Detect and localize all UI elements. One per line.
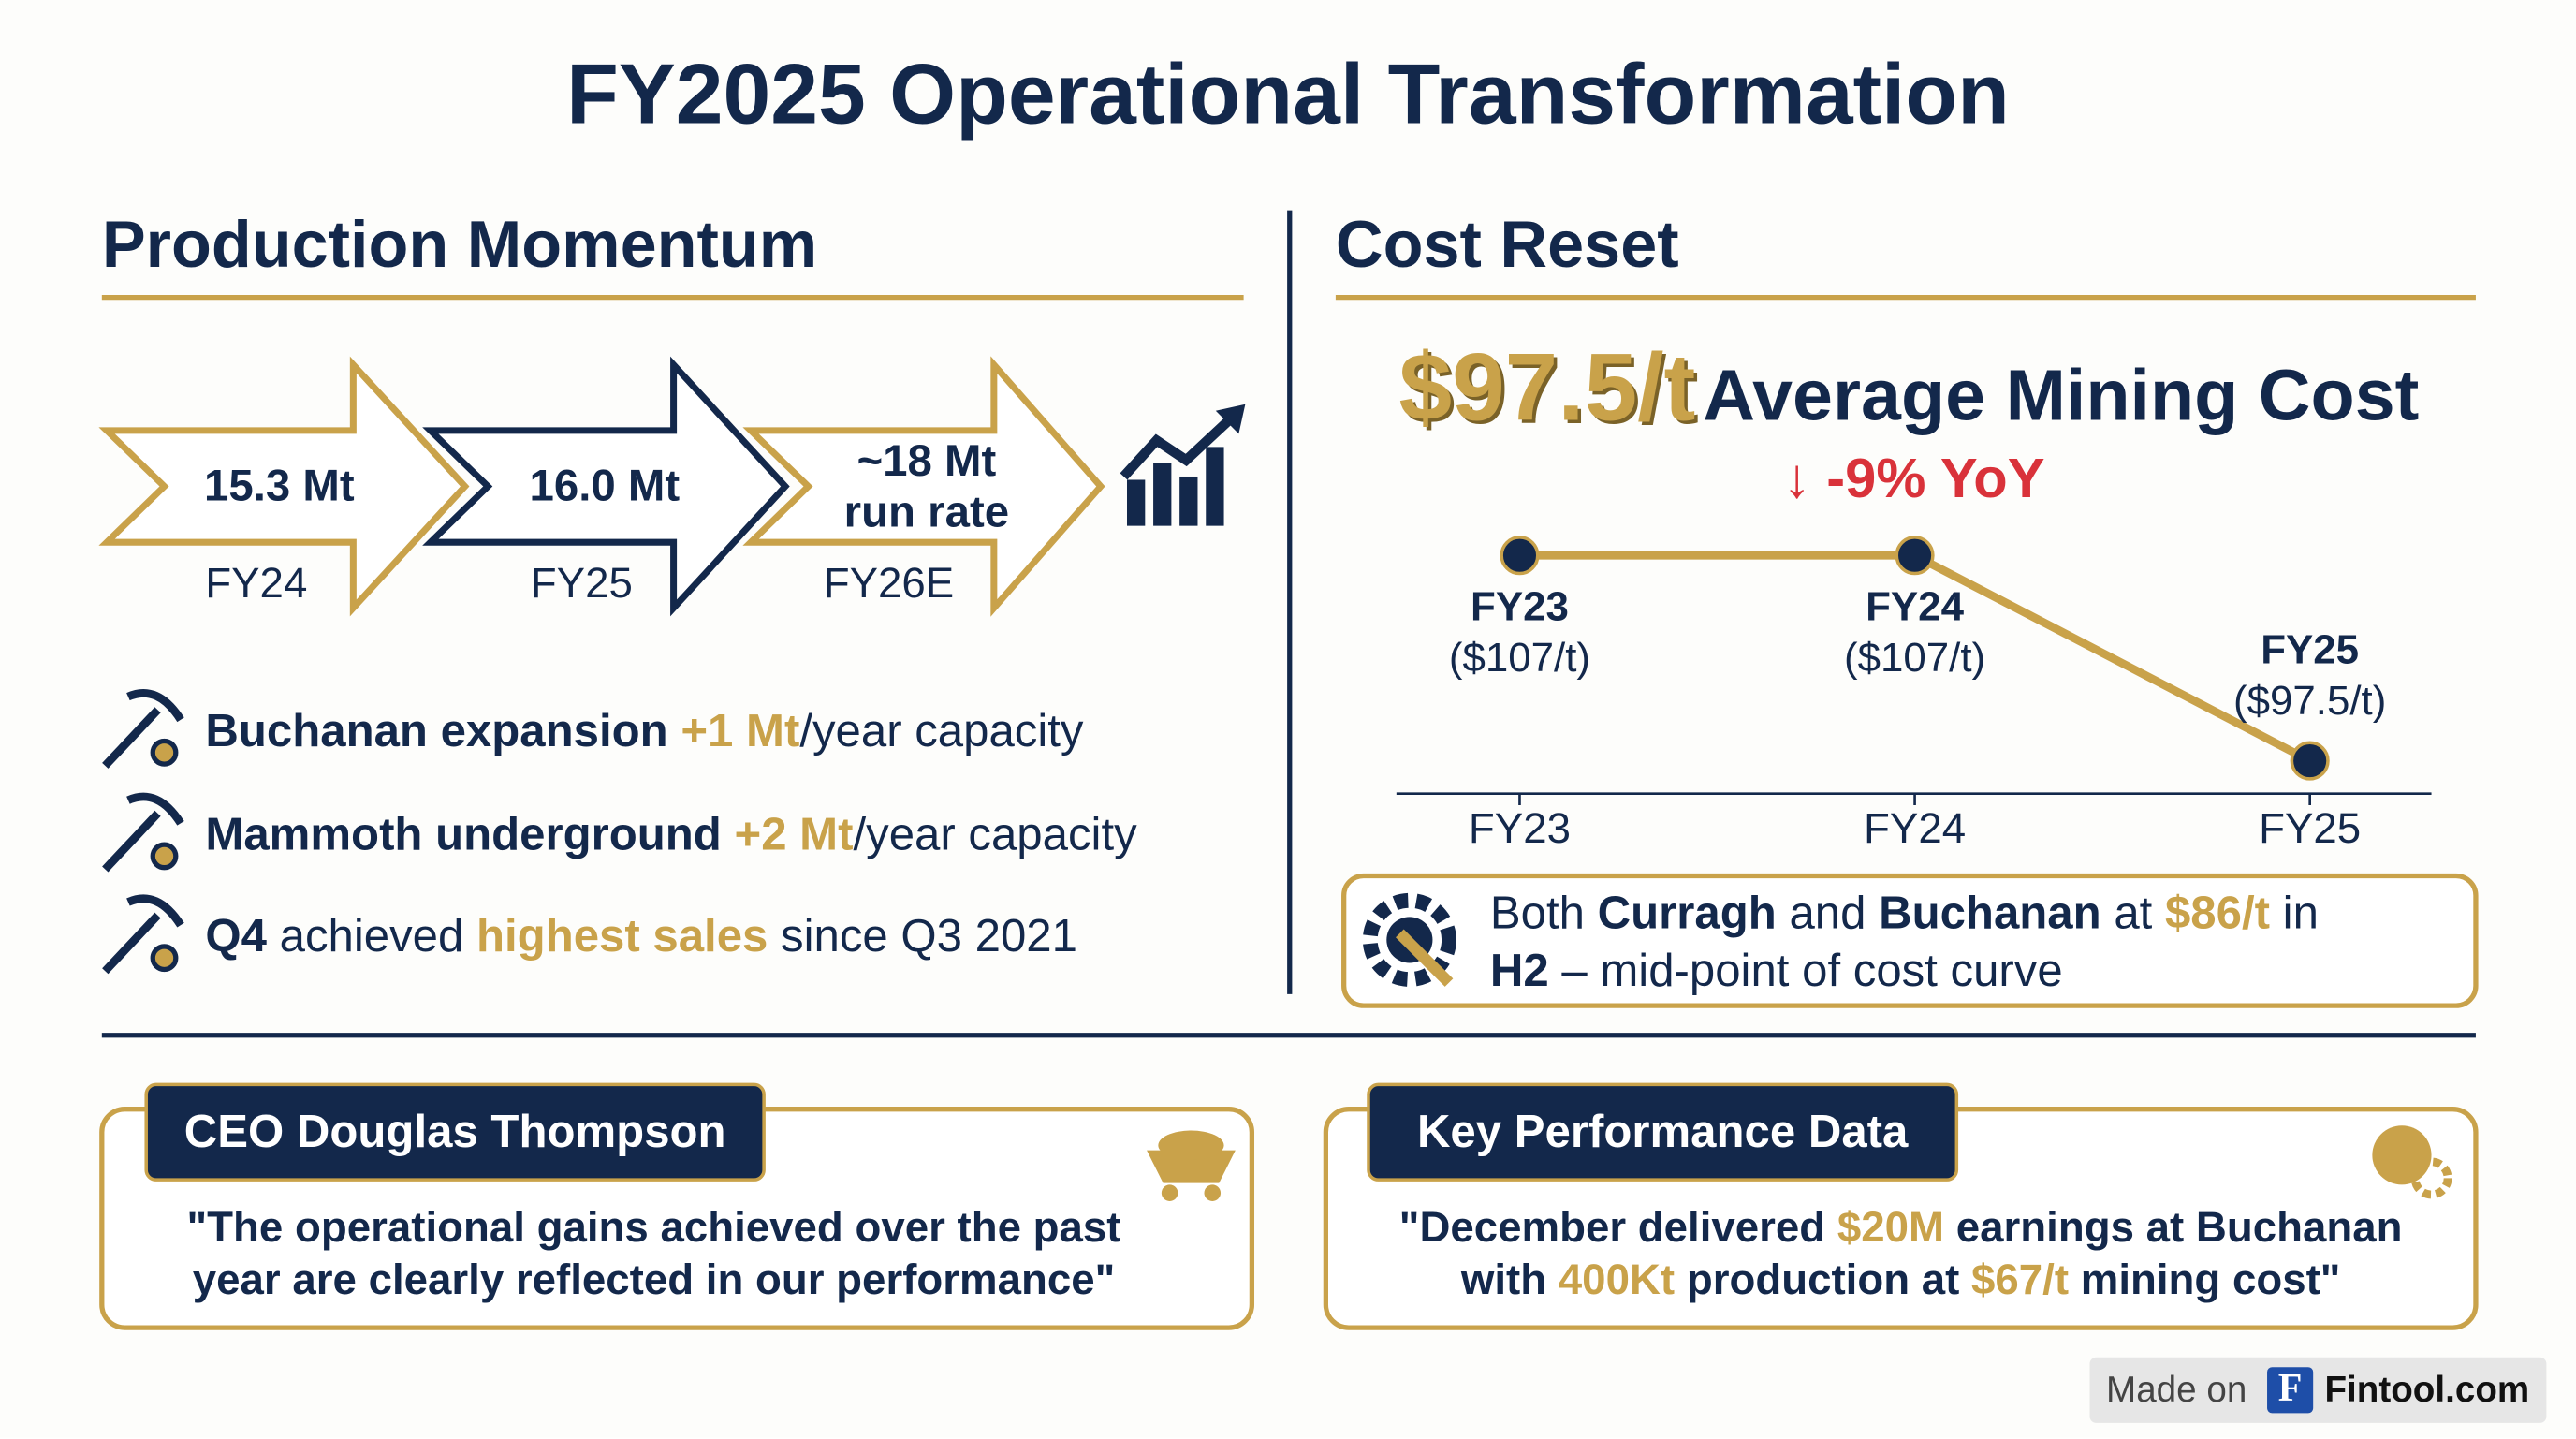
headline: $97.5/t Average Mining Cost	[1398, 332, 2419, 443]
quote-line: year are clearly reflected in our perfor…	[192, 1255, 1116, 1304]
bullet-highlight: +1 Mt	[681, 704, 800, 756]
arrow	[422, 356, 790, 617]
tab	[144, 1082, 766, 1182]
arrow-value: run rate	[843, 487, 1010, 537]
callout-part: Curragh	[1597, 887, 1777, 939]
value-label: ($107/t)	[1844, 635, 1985, 681]
quote-line: "The operational gains achieved over the…	[186, 1201, 1121, 1252]
bullet-text: since Q3 2021	[781, 910, 1077, 962]
tab	[1367, 1082, 1959, 1182]
point	[1895, 536, 1935, 576]
arrow-value: 15.3 Mt	[204, 461, 355, 510]
tab-label: Key Performance Data	[1416, 1106, 1909, 1157]
arrow-label: FY26E	[823, 557, 955, 608]
bullet-subject: Buchanan expansion	[205, 704, 668, 756]
cart-icon	[1147, 1130, 1236, 1201]
value-label: ($107/t)	[1449, 635, 1590, 681]
callout-part: Both	[1489, 887, 1585, 939]
callout-part: in	[2282, 887, 2319, 939]
point-label: FY25	[2261, 626, 2359, 672]
change: ↓ -9% YoY	[1782, 448, 2045, 510]
callout-text: Both Curragh and Buchanan at $86/t in H2 …	[1490, 884, 2319, 999]
quote-line: with 400Kt production at $67/t mining co…	[1461, 1255, 2341, 1305]
section-heading: Production Momentum	[101, 209, 818, 282]
quote-part: mining cost"	[2080, 1255, 2341, 1304]
x-tick-label: FY23	[1469, 804, 1571, 852]
point	[1500, 536, 1540, 576]
pickaxe-icon	[102, 689, 184, 975]
quote-part: 400Kt	[1558, 1255, 1676, 1304]
callout-box	[1341, 873, 2479, 1008]
quote-part: "December delivered	[1398, 1201, 1826, 1252]
badge	[2089, 1357, 2547, 1423]
bullet: Buchanan expansion +1 Mt/year capacity	[205, 705, 1083, 757]
bullet: Q4 achieved highest sales since Q3 2021	[205, 910, 1077, 962]
bullet-highlight: +2 Mt	[734, 808, 854, 859]
bullet: Mammoth underground +2 Mt/year capacity	[205, 809, 1136, 861]
callout-part: at	[2114, 887, 2153, 939]
callout-part: – mid-point of cost curve	[1561, 945, 2063, 996]
value-label: ($97.5/t)	[2233, 678, 2386, 724]
x-tick-label: FY24	[1864, 804, 1966, 852]
x-tick-label: FY25	[2259, 804, 2361, 852]
arrow	[742, 356, 1105, 617]
headline-value: $97.5/t	[1398, 334, 1696, 442]
quote-part: production at	[1686, 1255, 1960, 1304]
callout-part: H2	[1489, 945, 1549, 996]
callout-part: Buchanan	[1879, 887, 2101, 939]
tab-label: CEO Douglas Thompson	[183, 1106, 726, 1157]
quote-part: $20M	[1837, 1201, 1945, 1252]
point-label: FY24	[1866, 584, 1964, 630]
arrow-value: ~18 Mt	[856, 435, 997, 486]
bullet-subject: Mammoth underground	[205, 808, 722, 859]
growth-icon	[1120, 404, 1246, 526]
gear-icon	[1362, 892, 1456, 987]
bullet-subject: Q4	[205, 910, 267, 962]
headline-label: Average Mining Cost	[1703, 355, 2420, 436]
callout-part: $86/t	[2164, 887, 2270, 939]
logo-box	[2267, 1367, 2314, 1414]
section-heading: Cost Reset	[1335, 209, 1679, 282]
arrow-label: FY24	[205, 557, 308, 608]
bullet-text: achieved	[279, 910, 464, 962]
made-on: Made on	[2106, 1368, 2247, 1410]
callout-part: and	[1789, 887, 1866, 939]
arrow-label: FY25	[530, 557, 633, 608]
coin-gear-icon	[2372, 1125, 2452, 1199]
arrow-value: 16.0 Mt	[529, 461, 681, 510]
brand: Fintool.com	[2324, 1368, 2530, 1410]
bullet-text: /year capacity	[799, 704, 1084, 756]
bullet-text: /year capacity	[853, 808, 1137, 859]
title: FY2025 Operational Transformation	[566, 47, 2010, 143]
bullet-highlight: highest sales	[476, 910, 768, 962]
quote-part: earnings at Buchanan	[1955, 1201, 2403, 1252]
arrow	[98, 356, 470, 617]
point-label: FY23	[1471, 584, 1569, 630]
point	[2290, 741, 2330, 781]
quote-part: $67/t	[1971, 1255, 2070, 1304]
quote-part: with	[1460, 1255, 1547, 1304]
logo: F	[2277, 1368, 2303, 1411]
line-chart: FY23 FY23 ($107/t) FY24 FY24 ($107/t) FY25 FY25…	[1449, 536, 2386, 852]
quote-line: "December delivered $20M earnings at Buc…	[1399, 1202, 2403, 1253]
